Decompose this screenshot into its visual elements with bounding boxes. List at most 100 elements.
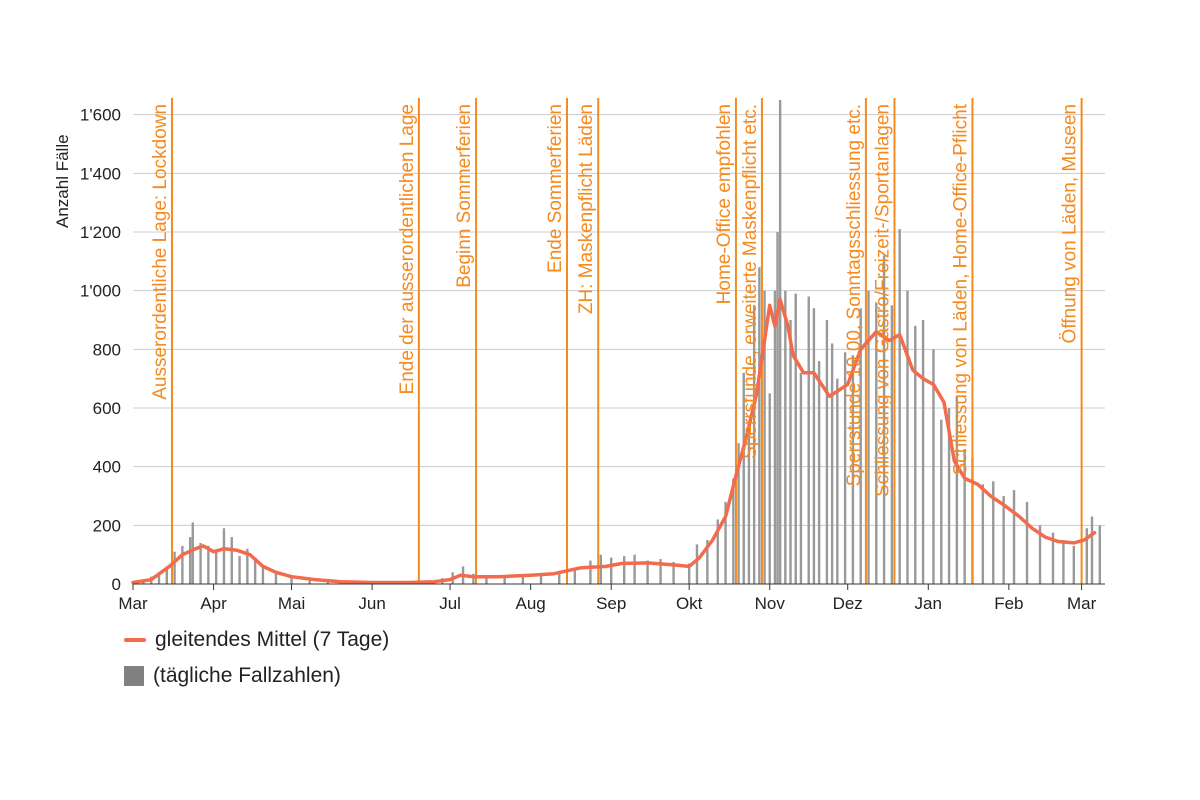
daily-case-bar (1025, 501, 1029, 584)
event-lines (170, 98, 1083, 584)
x-tick-label: Aug (516, 594, 546, 613)
event-label: Sperrstunde 19.00, Sonntagsschliessung e… (844, 104, 865, 486)
daily-case-bar (622, 556, 626, 584)
daily-case-bar (776, 232, 779, 584)
daily-case-bar (1062, 540, 1065, 584)
daily-case-bar (851, 355, 855, 584)
daily-case-bar (157, 572, 161, 584)
daily-case-bar (230, 537, 233, 584)
daily-case-bar (1002, 496, 1005, 584)
daily-case-bar (558, 570, 561, 584)
daily-case-bar (981, 484, 985, 584)
daily-case-bar (825, 320, 829, 584)
daily-case-bar (659, 559, 662, 584)
daily-case-bar (794, 293, 797, 584)
y-tick-label: 800 (93, 340, 121, 359)
event-label: Ende der ausserordentlichen Lage (397, 104, 418, 394)
daily-case-bar (898, 229, 901, 585)
daily-case-bar (747, 425, 751, 584)
y-tick-label: 1'400 (80, 164, 121, 183)
x-tick-label: Jun (358, 594, 385, 613)
daily-case-bar (812, 308, 816, 584)
daily-case-bar (1090, 516, 1094, 584)
daily-case-bar (706, 540, 709, 584)
event-label: Home-Office empfohlen (714, 104, 735, 304)
daily-case-bar (963, 449, 966, 584)
daily-case-bar (890, 305, 894, 584)
x-tick-label: Jul (439, 594, 461, 613)
moving-average-line (131, 297, 1097, 585)
daily-case-bar (921, 320, 925, 584)
daily-case-bar (752, 305, 756, 584)
daily-case-bar (308, 578, 311, 584)
daily-case-bar (773, 290, 777, 584)
legend-label-daily-cases: (tägliche Fallzahlen) (153, 664, 341, 687)
daily-case-bar (875, 302, 878, 584)
daily-case-bar (1098, 525, 1102, 584)
gridlines (133, 114, 1105, 585)
event-label: Ende Sommerferien (545, 104, 566, 273)
daily-case-bar (521, 575, 525, 584)
daily-case-bar (906, 290, 909, 584)
y-axis-title: Anzahl Fälle (53, 134, 72, 228)
x-tick-label: Apr (200, 594, 227, 613)
daily-case-bar (807, 296, 810, 584)
daily-case-bar (573, 567, 577, 584)
daily-case-bar (763, 290, 766, 584)
daily-case-bar (188, 537, 192, 584)
daily-case-bar (199, 542, 202, 584)
daily-case-bar (165, 566, 168, 584)
daily-case-bar (173, 551, 176, 584)
daily-case-bar (191, 522, 194, 584)
x-tick-label: Okt (676, 594, 703, 613)
y-tick-label: 600 (93, 399, 121, 418)
legend-label-moving-average: gleitendes Mittel (7 Tage) (155, 628, 390, 651)
x-tick-label: Jan (915, 594, 942, 613)
daily-case-bar (992, 481, 995, 584)
daily-case-bar (843, 352, 847, 584)
daily-case-bar (1072, 545, 1076, 584)
daily-case-bar (742, 372, 745, 584)
daily-case-bar (274, 572, 278, 584)
daily-case-bar (716, 519, 719, 584)
daily-case-bar (768, 393, 771, 584)
daily-case-bar (610, 557, 613, 584)
y-tick-label: 0 (112, 575, 121, 594)
y-tick-label: 400 (93, 458, 121, 477)
daily-case-bar (1012, 490, 1016, 584)
daily-case-bar (799, 372, 803, 584)
daily-case-bar (589, 560, 592, 584)
daily-case-bar (214, 551, 218, 584)
daily-case-bar (859, 308, 862, 584)
event-label: Schliessung von Läden, Home-Office-Pflic… (950, 103, 971, 475)
daily-case-bar (947, 408, 951, 584)
daily-case-bar (472, 573, 475, 584)
daily-case-bar (830, 343, 834, 584)
moving-average-path (131, 297, 1097, 585)
daily-case-bar (784, 290, 787, 584)
event-label: ZH: Maskenpflicht Läden (576, 104, 597, 314)
daily-case-bar (695, 544, 699, 584)
daily-case-bar (261, 566, 265, 584)
event-labels: Ausserordentliche Lage: Lockdown Ende der… (150, 103, 1081, 497)
daily-case-bar (778, 100, 782, 584)
legend-item-moving-average: gleitendes Mittel (7 Tage) (124, 622, 389, 658)
y-tick-label: 1'000 (80, 282, 121, 301)
event-label: Ausserordentliche Lage: Lockdown (150, 104, 171, 400)
event-label: Schliessung von Gastro/Freizeit-/Sportan… (872, 104, 893, 497)
y-tick-label: 1'600 (80, 106, 121, 125)
daily-case-bar (290, 575, 293, 584)
event-label: Öffnung von Läden, Museen (1060, 104, 1081, 343)
legend-item-daily-cases: (tägliche Fallzahlen) (124, 658, 389, 694)
daily-case-bar (539, 573, 543, 584)
y-tick-label: 1'200 (80, 223, 121, 242)
x-tick-label: Mai (278, 594, 305, 613)
daily-case-bar (253, 557, 257, 584)
daily-case-bar (914, 325, 917, 584)
y-tick-label: 200 (93, 516, 121, 535)
daily-case-bar (633, 554, 636, 584)
daily-case-bar (485, 576, 488, 584)
legend: gleitendes Mittel (7 Tage) (tägliche Fal… (124, 622, 389, 694)
x-tick-label: Nov (755, 594, 786, 613)
